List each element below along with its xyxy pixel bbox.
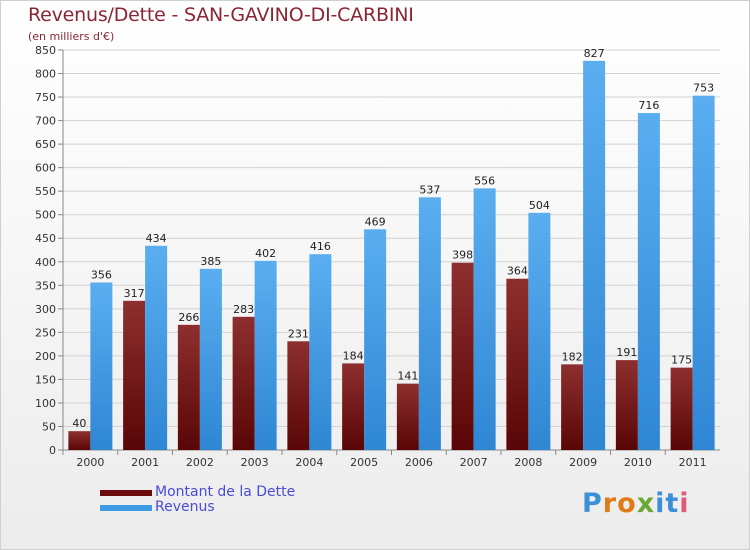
y-tick-label: 50 <box>42 420 56 433</box>
chart-subtitle: (en milliers d'€) <box>28 30 115 43</box>
x-tick-label: 2002 <box>186 456 214 469</box>
debt-bar <box>177 324 200 450</box>
debt-bar <box>670 367 693 450</box>
revenue-value-label: 434 <box>146 232 167 245</box>
logo-letter: i <box>679 488 690 519</box>
debt-bar <box>342 363 365 450</box>
revenue-bar <box>90 282 113 450</box>
debt-bar <box>506 278 529 450</box>
gridlines <box>63 49 720 451</box>
y-tick-label: 650 <box>35 138 56 151</box>
y-tick-label: 350 <box>35 279 56 292</box>
y-tick-label: 450 <box>35 232 56 245</box>
revenue-bar <box>199 268 222 450</box>
x-tick-label: 2006 <box>405 456 433 469</box>
y-tick-label: 550 <box>35 185 56 198</box>
revenue-value-label: 827 <box>584 47 605 60</box>
debt-value-label: 182 <box>562 350 583 363</box>
revenue-value-label: 716 <box>638 99 659 112</box>
revenue-bar <box>418 197 441 450</box>
debt-bar <box>287 341 310 450</box>
debt-value-label: 40 <box>72 417 86 430</box>
x-tick-label: 2008 <box>514 456 542 469</box>
debt-bar <box>451 262 474 450</box>
revenue-value-label: 753 <box>693 82 714 95</box>
x-tick-label: 2007 <box>460 456 488 469</box>
revenue-value-label: 356 <box>91 268 112 281</box>
y-tick-label: 100 <box>35 397 56 410</box>
y-tick-label: 200 <box>35 350 56 363</box>
revenue-bar <box>364 229 387 450</box>
y-tick-label: 400 <box>35 256 56 269</box>
revenue-value-label: 469 <box>365 215 386 228</box>
y-tick-label: 500 <box>35 209 56 222</box>
y-tick-label: 300 <box>35 303 56 316</box>
revenue-value-label: 385 <box>200 255 221 268</box>
revenue-bar <box>473 188 496 450</box>
debt-value-label: 191 <box>616 346 637 359</box>
proxiti-logo: Proxiti <box>582 488 690 519</box>
x-tick-label: 2011 <box>679 456 707 469</box>
debt-bar <box>561 364 584 450</box>
legend-swatch-dette <box>100 490 152 496</box>
x-tick-label: 2001 <box>131 456 159 469</box>
x-axis: 2000 2001 2002 2003 2004 2005 2006 2007 2008 2009… <box>62 450 707 469</box>
debt-bar <box>68 431 91 450</box>
legend-swatch-revenus <box>100 505 152 511</box>
debt-value-label: 283 <box>233 303 254 316</box>
revenue-bar <box>583 60 606 451</box>
y-tick-label: 700 <box>35 115 56 128</box>
debt-value-label: 266 <box>178 311 199 324</box>
y-tick-label: 850 <box>35 44 56 57</box>
revenue-bar <box>637 113 660 450</box>
revenue-bar <box>692 95 715 450</box>
y-tick-label: 0 <box>49 444 56 457</box>
debt-value-label: 231 <box>288 327 309 340</box>
debt-bar <box>123 300 146 450</box>
logo-letter: i <box>655 488 666 519</box>
debt-bar <box>232 316 255 450</box>
debt-value-label: 317 <box>124 287 145 300</box>
y-tick-label: 250 <box>35 326 56 339</box>
x-tick-label: 2003 <box>241 456 269 469</box>
legend-label-dette: Montant de la Dette <box>155 484 296 500</box>
logo-letter: t <box>665 488 680 519</box>
x-tick-label: 2009 <box>569 456 597 469</box>
debt-bar <box>396 383 419 450</box>
revenue-value-label: 537 <box>419 183 440 196</box>
x-tick-label: 2005 <box>350 456 378 469</box>
revenue-bar <box>309 254 332 450</box>
logo-letter: r <box>602 488 618 519</box>
debt-value-label: 141 <box>397 370 418 383</box>
logo-letter: o <box>617 488 637 519</box>
debt-bar <box>615 360 638 450</box>
revenue-value-label: 504 <box>529 199 550 212</box>
revenue-bar <box>528 212 551 450</box>
revenue-value-label: 416 <box>310 240 331 253</box>
revenue-value-label: 402 <box>255 247 276 260</box>
y-tick-label: 750 <box>35 91 56 104</box>
logo-letter: P <box>582 488 603 519</box>
x-tick-label: 2004 <box>295 456 323 469</box>
x-tick-label: 2010 <box>624 456 652 469</box>
revenue-bar <box>145 245 168 450</box>
y-tick-label: 150 <box>35 373 56 386</box>
chart-title: Revenus/Dette - SAN-GAVINO-DI-CARBINI <box>28 4 414 26</box>
y-tick-label: 800 <box>35 68 56 81</box>
debt-value-label: 184 <box>343 349 364 362</box>
debt-value-label: 398 <box>452 249 473 262</box>
x-tick-label: 2000 <box>76 456 104 469</box>
logo-letter: x <box>636 488 656 519</box>
y-tick-label: 600 <box>35 162 56 175</box>
revenue-value-label: 556 <box>474 174 495 187</box>
debt-value-label: 364 <box>507 265 528 278</box>
legend-label-revenus: Revenus <box>155 499 215 515</box>
bars <box>68 60 715 451</box>
revenue-bar <box>254 260 277 450</box>
debt-value-label: 175 <box>671 354 692 367</box>
data-labels: 40 356 317 434 266 385 283 402 231 416 184 469 141 53… <box>72 47 714 430</box>
